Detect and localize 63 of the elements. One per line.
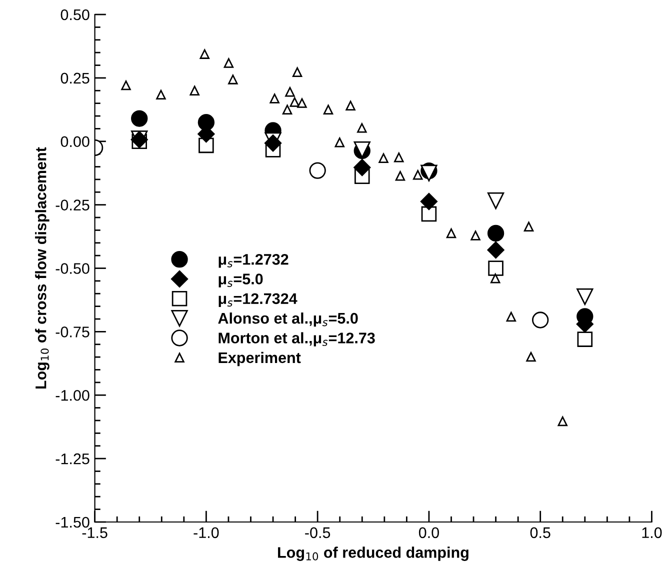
point bbox=[395, 171, 406, 181]
point bbox=[576, 288, 594, 306]
y-tick-label: -0.50 bbox=[56, 263, 90, 274]
y-tick-label: 0.00 bbox=[60, 136, 90, 148]
point bbox=[131, 110, 148, 127]
point bbox=[224, 58, 234, 68]
point bbox=[292, 67, 302, 77]
point bbox=[357, 123, 367, 133]
point bbox=[354, 158, 371, 176]
point bbox=[282, 104, 292, 115]
legend-label: Alonso et al.,μ$_{s}$=5.0 bbox=[218, 312, 358, 327]
point bbox=[446, 228, 456, 238]
y-tick-label: -1.00 bbox=[56, 390, 90, 401]
y-tick-label: -0.25 bbox=[56, 200, 90, 210]
point bbox=[506, 312, 516, 322]
point bbox=[156, 90, 166, 100]
point bbox=[270, 94, 280, 104]
legend-label: μ$_{s}$=1.2732 bbox=[218, 254, 288, 268]
x-tick-label: -1.5 bbox=[82, 527, 108, 538]
point bbox=[285, 87, 295, 97]
y-tick-label: 0.25 bbox=[60, 72, 90, 84]
point bbox=[420, 192, 438, 210]
y-axis-title: Log$_{10}$ of cross flow displacement bbox=[35, 147, 50, 389]
point bbox=[264, 134, 282, 152]
x-tick-label: -0.5 bbox=[305, 527, 330, 538]
point bbox=[200, 49, 210, 59]
point bbox=[121, 80, 131, 90]
point bbox=[532, 312, 549, 328]
legend-label: μ$_{s}$=12.7324 bbox=[218, 293, 298, 308]
point bbox=[228, 74, 238, 84]
point bbox=[487, 192, 504, 210]
point bbox=[309, 162, 326, 179]
point bbox=[487, 241, 504, 259]
y-tick-label: -1.25 bbox=[56, 453, 90, 464]
point bbox=[558, 416, 568, 426]
point bbox=[412, 170, 423, 180]
x-tick-label: -1.0 bbox=[194, 527, 219, 538]
point bbox=[346, 100, 356, 110]
point bbox=[394, 152, 404, 162]
legend-label: μ$_{s}$=5.0 bbox=[218, 274, 263, 288]
y-tick-label: -0.75 bbox=[56, 326, 90, 338]
point bbox=[290, 97, 300, 107]
legend-label: Experiment bbox=[218, 352, 301, 366]
point bbox=[297, 98, 307, 108]
x-tick-label: 0.5 bbox=[530, 527, 550, 538]
point bbox=[190, 86, 200, 96]
y-tick-label: -1.50 bbox=[56, 516, 90, 528]
point bbox=[526, 352, 536, 362]
point bbox=[577, 332, 593, 347]
x-axis-title: Log$_{10}$ of reduced damping bbox=[278, 546, 468, 561]
legend-label: Morton et al.,μ$_{s}$=12.73 bbox=[218, 332, 375, 346]
point bbox=[378, 153, 388, 163]
point bbox=[490, 274, 500, 284]
point bbox=[323, 104, 334, 115]
point bbox=[524, 222, 534, 232]
point bbox=[421, 206, 437, 222]
point bbox=[470, 230, 480, 240]
point bbox=[334, 138, 344, 148]
x-tick-label: 0.0 bbox=[418, 527, 439, 538]
point bbox=[488, 260, 504, 276]
y-tick-label: 0.50 bbox=[60, 9, 90, 20]
x-tick-label: 1.0 bbox=[642, 527, 662, 538]
point bbox=[487, 224, 504, 242]
